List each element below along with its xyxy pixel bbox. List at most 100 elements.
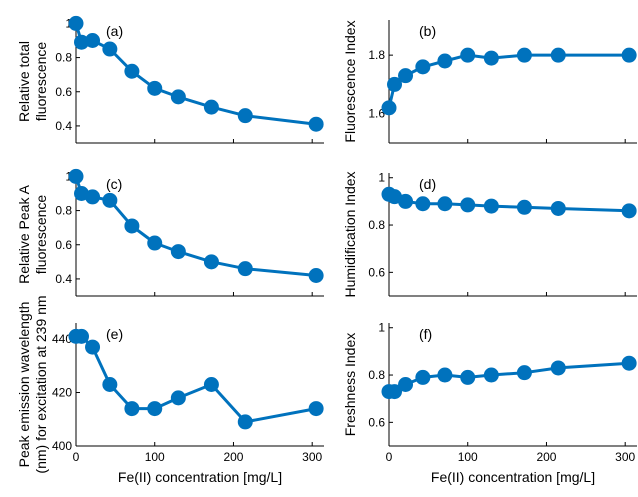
y-tick-label: 0.6 bbox=[55, 85, 72, 99]
panel-label: (e) bbox=[106, 326, 123, 342]
data-point bbox=[550, 360, 566, 376]
data-point bbox=[621, 47, 637, 63]
data-point bbox=[550, 200, 566, 216]
y-axis-label: Relative total bbox=[16, 41, 32, 122]
panel-label: (a) bbox=[106, 23, 123, 39]
data-point bbox=[147, 401, 163, 417]
data-point bbox=[381, 100, 397, 116]
y-tick-label: 0.8 bbox=[368, 368, 385, 382]
data-point bbox=[621, 355, 637, 371]
data-point bbox=[170, 390, 186, 406]
y-tick-label: 1 bbox=[378, 321, 385, 335]
y-tick-label: 0.6 bbox=[368, 265, 385, 279]
y-tick-label: 0.4 bbox=[55, 272, 72, 286]
data-point bbox=[170, 244, 186, 260]
panel-e: 400 420 440 0 100 200 300 Fe(II) concentration … bbox=[16, 295, 324, 485]
panel-label: (f) bbox=[419, 326, 432, 342]
data-point bbox=[102, 192, 118, 208]
series-line bbox=[76, 334, 317, 424]
data-point bbox=[387, 76, 403, 92]
data-point bbox=[550, 47, 566, 63]
data-point bbox=[398, 377, 414, 392]
data-point bbox=[68, 15, 84, 31]
y-tick-label: 420 bbox=[52, 386, 72, 400]
y-tick-label: 440 bbox=[52, 332, 72, 346]
data-point bbox=[102, 377, 118, 392]
x-tick-label: 200 bbox=[223, 450, 243, 464]
y-axis-label: Freshness Index bbox=[342, 333, 358, 437]
data-point bbox=[516, 199, 532, 215]
data-point bbox=[237, 108, 253, 124]
data-point bbox=[147, 80, 163, 96]
y-axis-label: Relative Peak A bbox=[16, 184, 32, 283]
x-axis-label: Fe(II) concentration [mg/L] bbox=[118, 469, 282, 485]
x-tick-label: 300 bbox=[302, 450, 322, 464]
data-point bbox=[460, 197, 476, 213]
data-point bbox=[203, 99, 219, 115]
data-point bbox=[437, 196, 453, 212]
panel-label: (d) bbox=[419, 176, 436, 192]
y-axis-label: Fluorescence Index bbox=[342, 20, 358, 142]
data-point bbox=[203, 254, 219, 270]
x-tick-label: 0 bbox=[73, 450, 80, 464]
x-tick-label: 100 bbox=[458, 450, 478, 464]
y-tick-label: 400 bbox=[52, 439, 72, 453]
y-axis-label: (nm) for excitation at 239 nm bbox=[33, 295, 49, 473]
data-point bbox=[460, 369, 476, 385]
x-tick-label: 0 bbox=[386, 450, 393, 464]
data-point bbox=[437, 53, 453, 69]
data-point bbox=[415, 369, 431, 385]
data-point bbox=[308, 268, 324, 283]
data-point bbox=[102, 41, 118, 57]
y-axis-label: Humidification Index bbox=[342, 171, 358, 297]
data-point bbox=[308, 401, 324, 417]
data-point bbox=[124, 401, 140, 417]
panel-f: 0.6 0.8 1 0 100 200 300 Fe(II) concentration [m… bbox=[342, 321, 637, 485]
data-point bbox=[170, 89, 186, 105]
data-point bbox=[415, 196, 431, 212]
y-tick-label: 0.8 bbox=[368, 218, 385, 232]
data-point bbox=[516, 47, 532, 63]
y-tick-label: 0.6 bbox=[368, 415, 385, 429]
data-point bbox=[483, 367, 499, 383]
data-point bbox=[398, 68, 414, 84]
data-point bbox=[85, 339, 101, 355]
data-point bbox=[74, 328, 90, 344]
y-axis-label: fluorescence bbox=[33, 195, 49, 275]
data-point bbox=[237, 414, 253, 430]
x-axis-label: Fe(II) concentration [mg/L] bbox=[431, 469, 595, 485]
data-point bbox=[398, 193, 414, 209]
data-point bbox=[74, 34, 90, 50]
data-point bbox=[437, 367, 453, 383]
data-point bbox=[68, 168, 84, 184]
data-point bbox=[85, 189, 101, 205]
y-tick-label: 1.6 bbox=[368, 107, 385, 121]
data-point bbox=[85, 33, 101, 48]
panel-label: (c) bbox=[106, 176, 122, 192]
x-tick-label: 300 bbox=[615, 450, 635, 464]
x-tick-label: 200 bbox=[536, 450, 556, 464]
data-point bbox=[621, 203, 637, 219]
y-tick-label: 0.8 bbox=[55, 204, 72, 218]
data-point bbox=[415, 59, 431, 75]
data-point bbox=[147, 235, 163, 251]
panel-label: (b) bbox=[419, 23, 436, 39]
y-axis-label: fluorescence bbox=[33, 42, 49, 122]
data-point bbox=[237, 261, 253, 277]
y-tick-label: 0.8 bbox=[55, 51, 72, 65]
data-point bbox=[483, 198, 499, 214]
y-tick-label: 1.8 bbox=[368, 48, 385, 62]
data-point bbox=[203, 377, 219, 392]
data-point bbox=[460, 47, 476, 63]
y-axis-label: Peak emission wavelength bbox=[16, 302, 32, 468]
data-point bbox=[387, 384, 403, 400]
data-point bbox=[124, 63, 140, 79]
x-tick-label: 100 bbox=[145, 450, 165, 464]
data-point bbox=[483, 50, 499, 66]
data-point bbox=[124, 218, 140, 234]
panel-d: 0.6 0.8 1 Humidification Index (d) bbox=[342, 171, 637, 298]
y-tick-label: 1 bbox=[378, 171, 385, 185]
